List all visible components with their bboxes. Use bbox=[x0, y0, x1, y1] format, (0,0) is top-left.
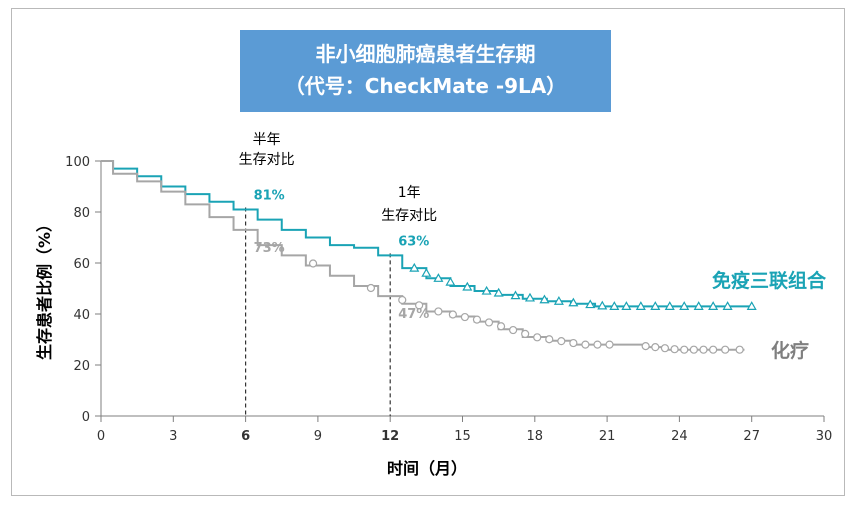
annotation-header: 半年 bbox=[253, 132, 281, 148]
censor-marker bbox=[641, 342, 650, 351]
chart-subtitle: （代号：CheckMate -9LA） bbox=[284, 74, 567, 98]
chart-title-box: 非小细胞肺癌患者生存期 （代号：CheckMate -9LA） bbox=[240, 30, 611, 112]
figure-frame bbox=[11, 8, 845, 496]
series-markers-chemo bbox=[308, 259, 744, 354]
censor-marker bbox=[581, 340, 590, 349]
y-axis-label: 生存患者比例（%） bbox=[35, 216, 54, 360]
annotation-chemo-value: 47% bbox=[398, 307, 429, 322]
censor-marker bbox=[699, 345, 708, 354]
censor-marker bbox=[448, 310, 457, 319]
censor-marker bbox=[510, 290, 521, 300]
censor-marker bbox=[545, 335, 554, 344]
censor-marker bbox=[433, 273, 444, 282]
censor-marker bbox=[593, 340, 602, 349]
censor-marker bbox=[539, 294, 550, 304]
censor-marker bbox=[415, 301, 424, 310]
censor-marker bbox=[621, 301, 632, 310]
censor-marker bbox=[722, 301, 733, 310]
censor-marker bbox=[434, 307, 443, 316]
x-tick-label: 9 bbox=[314, 429, 322, 444]
annotation-immuno-value: 63% bbox=[398, 234, 429, 249]
axes: 0 3 6 9 12 15 18 21 24 27 30 0 20 40 60 80 100 bbox=[65, 155, 832, 444]
guide-lines bbox=[245, 207, 391, 416]
annotation-subheader: 生存对比 bbox=[381, 208, 437, 224]
censor-marker bbox=[409, 262, 420, 272]
legend-chemo: 化疗 bbox=[771, 339, 809, 362]
x-tick-label: 0 bbox=[97, 429, 105, 444]
x-tick-label: 3 bbox=[169, 429, 177, 444]
x-axis-label: 时间（月） bbox=[387, 459, 467, 478]
x-tick-label: 30 bbox=[816, 429, 833, 444]
x-tick-label: 27 bbox=[743, 429, 760, 444]
censor-marker bbox=[680, 345, 689, 354]
censor-marker bbox=[735, 345, 744, 354]
censor-marker bbox=[509, 325, 518, 335]
censor-marker bbox=[660, 344, 670, 353]
y-tick-label: 0 bbox=[82, 410, 90, 425]
censor-marker bbox=[481, 285, 492, 295]
censor-marker bbox=[689, 345, 698, 354]
series-markers-immuno bbox=[409, 262, 757, 310]
censor-marker bbox=[597, 300, 608, 310]
y-tick-label: 20 bbox=[73, 359, 90, 374]
series-layer bbox=[101, 160, 757, 354]
x-tick-label: 15 bbox=[454, 429, 471, 444]
censor-marker bbox=[585, 299, 596, 309]
y-tick-label: 100 bbox=[65, 155, 90, 170]
censor-marker bbox=[421, 267, 432, 277]
annotation-header: 1年 bbox=[398, 185, 421, 201]
x-tick-label: 6 bbox=[241, 429, 250, 444]
censor-marker bbox=[493, 287, 504, 297]
censor-marker bbox=[553, 296, 564, 305]
censor-marker bbox=[533, 333, 542, 342]
censor-marker bbox=[709, 345, 718, 354]
censor-marker bbox=[496, 322, 506, 331]
censor-marker bbox=[462, 281, 473, 291]
censor-marker bbox=[605, 340, 614, 349]
censor-marker bbox=[472, 315, 482, 324]
censor-marker bbox=[693, 301, 704, 310]
censor-marker bbox=[460, 312, 470, 322]
chart-title: 非小细胞肺癌患者生存期 bbox=[315, 42, 536, 66]
censor-marker bbox=[670, 345, 679, 354]
censor-marker bbox=[569, 338, 578, 348]
censor-marker bbox=[650, 301, 661, 310]
censor-marker bbox=[521, 329, 530, 338]
censor-marker bbox=[635, 301, 646, 310]
censor-marker bbox=[484, 318, 494, 327]
legend-immuno: 免疫三联组合 bbox=[712, 269, 827, 292]
x-tick-label: 12 bbox=[381, 429, 399, 444]
annotation-chemo-value: 73% bbox=[254, 241, 285, 256]
censor-marker bbox=[651, 343, 660, 352]
censor-marker bbox=[609, 301, 620, 310]
censor-marker bbox=[308, 259, 318, 268]
censor-marker bbox=[679, 301, 690, 310]
annotation-subheader: 生存对比 bbox=[239, 152, 295, 168]
censor-marker bbox=[708, 301, 719, 310]
censor-marker bbox=[366, 283, 376, 293]
censor-marker bbox=[524, 292, 536, 302]
censor-marker bbox=[398, 295, 407, 305]
censor-marker bbox=[664, 301, 675, 310]
y-tick-label: 40 bbox=[73, 308, 90, 323]
y-tick-label: 60 bbox=[73, 257, 90, 272]
x-tick-label: 18 bbox=[527, 429, 544, 444]
censor-marker bbox=[557, 337, 566, 346]
censor-marker bbox=[746, 301, 757, 310]
x-tick-label: 24 bbox=[671, 429, 688, 444]
censor-marker bbox=[445, 276, 456, 286]
y-tick-label: 80 bbox=[73, 206, 90, 221]
censor-marker bbox=[568, 297, 579, 307]
censor-marker bbox=[721, 345, 730, 354]
annotation-immuno-value: 81% bbox=[254, 188, 285, 203]
x-tick-label: 21 bbox=[599, 429, 616, 444]
